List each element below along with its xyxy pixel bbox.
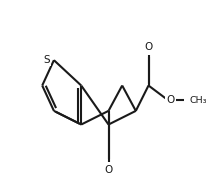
Text: O: O <box>144 42 153 52</box>
Text: S: S <box>43 55 50 65</box>
Text: O: O <box>104 165 113 175</box>
Text: CH₃: CH₃ <box>190 96 207 105</box>
Text: O: O <box>166 95 175 105</box>
